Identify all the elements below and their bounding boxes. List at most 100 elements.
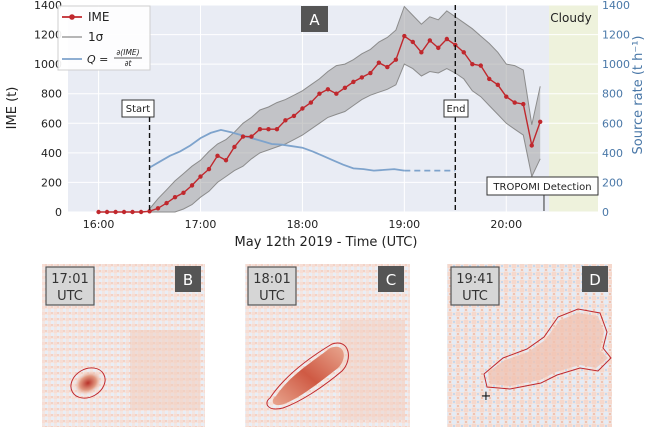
legend: IME 1σ Q = ∂(IME) ∂t [57, 5, 151, 71]
panel-d-time: 19:41 [456, 272, 493, 287]
y-tick-label-right: 400 [602, 147, 623, 160]
panel-a-badge [301, 6, 328, 32]
ime-point [453, 42, 458, 48]
ime-point [444, 36, 450, 42]
ime-point [113, 209, 118, 215]
ime-point [249, 134, 254, 139]
x-tick-label: 16:00 [83, 218, 115, 231]
y-tick-label-right: 1200 [602, 29, 630, 42]
ime-point [240, 134, 246, 139]
panel-d-timestamp-box [450, 266, 500, 306]
panel-b-letter-badge [175, 266, 201, 292]
ime-point [257, 127, 263, 132]
y-tick-label-left: 1400 [34, 0, 62, 12]
ime-point [317, 91, 322, 96]
start-label: Start [126, 104, 151, 115]
ime-point [215, 153, 220, 159]
y-tick-label-right: 200 [602, 176, 623, 189]
y-axis-title-right: Source rate (t h⁻¹) [631, 35, 646, 154]
y-tick-label-left: 0 [55, 206, 62, 219]
x-tick-label: 18:00 [287, 218, 319, 231]
y-ticks-left: 0 200 400 600 800 1000 1200 1400 [34, 0, 62, 219]
ime-series [96, 33, 543, 215]
legend-q-denominator: ∂t [125, 59, 133, 68]
ime-point [121, 209, 127, 215]
y-tick-label-left: 600 [41, 117, 62, 130]
y-ticks-right: 0 200 400 600 800 1000 1200 1400 [602, 0, 630, 219]
ime-point [291, 113, 297, 119]
legend-q-prefix: Q = [87, 53, 108, 66]
panel-b-timestamp-box [45, 266, 95, 306]
panel-c: 18:01 UTC C [245, 264, 410, 427]
y-tick-label-right: 1400 [602, 0, 630, 12]
ime-point [351, 79, 356, 85]
ime-point [206, 166, 212, 172]
panel-c-plume [272, 346, 344, 406]
tropomi-label: TROPOMI Detection [492, 182, 591, 193]
q-series [149, 128, 456, 172]
panel-d-letter: D [589, 271, 601, 289]
ime-point [147, 209, 152, 214]
legend-ime-swatch-marker [69, 14, 75, 20]
ime-point [342, 85, 348, 91]
panel-b-plume-outline [70, 367, 106, 399]
sigma-band-fill [149, 6, 541, 212]
panel-c-letter-badge [378, 266, 404, 292]
sigma-band [149, 5, 541, 213]
ime-point [512, 100, 517, 105]
ime-point [376, 60, 382, 65]
y-axis-title-left: IME (t) [5, 87, 20, 130]
panel-b-time: 17:01 [51, 272, 88, 287]
ime-point [308, 100, 314, 105]
ime-point [164, 200, 169, 206]
panel-c-plume-outline [266, 342, 349, 410]
ime-point [172, 195, 178, 200]
panel-c-time: 18:01 [253, 272, 290, 287]
ime-point [334, 91, 339, 96]
ime-point [232, 144, 237, 150]
ime-point [223, 158, 229, 163]
ime-point [155, 206, 161, 211]
legend-sigma-label: 1σ [88, 30, 104, 44]
start-label-box [121, 99, 155, 118]
tropomi-label-box [486, 176, 599, 196]
ime-point [130, 209, 135, 215]
ime-point [487, 76, 492, 82]
panel-c-letter: C [386, 271, 396, 289]
panel-c-warm-patch [340, 320, 405, 420]
y-tick-label-right: 0 [602, 206, 609, 219]
panel-a-letter: A [309, 11, 320, 29]
cloudy-label: Cloudy [550, 11, 591, 25]
panel-d: + 19:41 UTC D [447, 264, 612, 427]
panel-b-tz: UTC [57, 289, 83, 304]
panel-d-tz: UTC [462, 289, 488, 304]
y-tick-label-left: 1000 [34, 58, 62, 71]
panel-d-letter-badge [582, 266, 608, 292]
x-ticks: 16:00 17:00 18:00 19:00 20:00 [83, 218, 522, 231]
ime-point [385, 64, 390, 70]
legend-ime-label: IME [88, 10, 109, 24]
ime-point [104, 209, 110, 215]
ime-point [300, 106, 305, 111]
y-tick-label-left: 1200 [34, 29, 62, 42]
ime-point [189, 183, 195, 188]
ime-point [325, 87, 331, 92]
ime-point [470, 61, 475, 67]
ime-point [504, 94, 509, 99]
ime-point [521, 101, 526, 107]
q-line [149, 128, 405, 172]
ime-point [274, 127, 280, 132]
ime-point [427, 38, 433, 43]
panel-b-warm-patch [130, 330, 200, 410]
ime-point [495, 82, 501, 88]
x-tick-label: 17:00 [185, 218, 217, 231]
panel-b: 17:01 UTC B [42, 264, 205, 427]
ime-point [198, 174, 203, 179]
ime-point [368, 70, 373, 76]
panel-d-source-marker: + [481, 389, 492, 404]
y-tick-label-left: 400 [41, 147, 62, 160]
y-tick-label-left: 800 [41, 88, 62, 101]
ime-point [529, 143, 534, 148]
legend-q-numerator: ∂(IME) [116, 48, 139, 57]
